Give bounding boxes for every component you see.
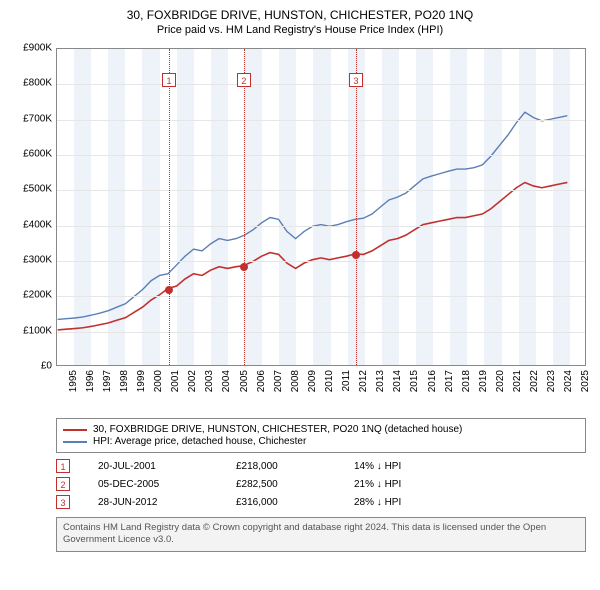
y-axis-label: £500K xyxy=(23,184,52,195)
marker-badge: 2 xyxy=(237,73,251,87)
sale-delta: 28% ↓ HPI xyxy=(354,497,444,508)
x-axis-label: 2014 xyxy=(392,370,403,392)
legend-label: 30, FOXBRIDGE DRIVE, HUNSTON, CHICHESTER… xyxy=(93,424,462,435)
x-axis-label: 2013 xyxy=(375,370,386,392)
series-property xyxy=(58,182,568,329)
y-axis-label: £100K xyxy=(23,325,52,336)
y-axis-label: £600K xyxy=(23,149,52,160)
x-axis-label: 2007 xyxy=(273,370,284,392)
legend-row: HPI: Average price, detached house, Chic… xyxy=(63,436,579,447)
sale-price: £282,500 xyxy=(236,479,326,490)
sale-row: 2 05-DEC-2005 £282,500 21% ↓ HPI xyxy=(56,477,586,491)
sale-dot xyxy=(240,263,248,271)
x-axis-label: 1997 xyxy=(102,370,113,392)
y-axis-label: £900K xyxy=(23,43,52,54)
legend-row: 30, FOXBRIDGE DRIVE, HUNSTON, CHICHESTER… xyxy=(63,424,579,435)
x-axis-label: 2018 xyxy=(461,370,472,392)
marker-line xyxy=(244,49,245,365)
page-subtitle: Price paid vs. HM Land Registry's House … xyxy=(8,24,592,36)
x-axis-label: 2022 xyxy=(529,370,540,392)
x-axis-label: 2004 xyxy=(221,370,232,392)
price-chart: 1 2 3 £0 £100K £200K £300K £400K £500K £600K £700… xyxy=(8,42,592,412)
series-hpi xyxy=(58,112,568,319)
x-axis-label: 2021 xyxy=(512,370,523,392)
sale-price: £218,000 xyxy=(236,461,326,472)
x-axis-label: 2024 xyxy=(563,370,574,392)
x-axis-label: 2012 xyxy=(358,370,369,392)
legend-swatch xyxy=(63,429,87,431)
x-axis-label: 2006 xyxy=(256,370,267,392)
y-axis-label: £300K xyxy=(23,255,52,266)
x-axis-label: 2011 xyxy=(341,370,352,392)
sale-badge: 1 xyxy=(56,459,70,473)
sale-row: 3 28-JUN-2012 £316,000 28% ↓ HPI xyxy=(56,495,586,509)
x-axis-label: 2003 xyxy=(204,370,215,392)
x-axis-label: 2008 xyxy=(290,370,301,392)
marker-line xyxy=(356,49,357,365)
sales-table: 1 20-JUL-2001 £218,000 14% ↓ HPI 2 05-DEC-200… xyxy=(56,459,586,509)
x-axis-label: 2019 xyxy=(478,370,489,392)
sale-price: £316,000 xyxy=(236,497,326,508)
sale-dot xyxy=(352,251,360,259)
x-axis-label: 2001 xyxy=(170,370,181,392)
x-axis-label: 2025 xyxy=(580,370,591,392)
x-axis-label: 2023 xyxy=(546,370,557,392)
plot-area: 1 2 3 xyxy=(56,48,586,366)
sale-dot xyxy=(165,286,173,294)
legend-label: HPI: Average price, detached house, Chic… xyxy=(93,436,306,447)
y-axis-label: £200K xyxy=(23,290,52,301)
attribution-footer: Contains HM Land Registry data © Crown c… xyxy=(56,517,586,552)
x-axis-label: 2002 xyxy=(187,370,198,392)
marker-line xyxy=(169,49,170,365)
sale-badge: 2 xyxy=(56,477,70,491)
y-axis-label: £0 xyxy=(41,361,52,372)
sale-date: 28-JUN-2012 xyxy=(98,497,208,508)
x-axis-label: 2009 xyxy=(307,370,318,392)
x-axis-label: 2017 xyxy=(444,370,455,392)
x-axis-label: 1995 xyxy=(68,370,79,392)
x-axis-label: 2010 xyxy=(324,370,335,392)
legend-box: 30, FOXBRIDGE DRIVE, HUNSTON, CHICHESTER… xyxy=(56,418,586,453)
y-axis-label: £800K xyxy=(23,78,52,89)
x-axis-label: 2005 xyxy=(239,370,250,392)
sale-date: 05-DEC-2005 xyxy=(98,479,208,490)
sale-badge: 3 xyxy=(56,495,70,509)
marker-badge: 1 xyxy=(162,73,176,87)
series-svg xyxy=(57,49,585,365)
sale-row: 1 20-JUL-2001 £218,000 14% ↓ HPI xyxy=(56,459,586,473)
x-axis-label: 1999 xyxy=(136,370,147,392)
x-axis-label: 1996 xyxy=(85,370,96,392)
y-axis-label: £700K xyxy=(23,113,52,124)
x-axis-label: 2020 xyxy=(495,370,506,392)
page-title: 30, FOXBRIDGE DRIVE, HUNSTON, CHICHESTER… xyxy=(8,8,592,22)
sale-delta: 21% ↓ HPI xyxy=(354,479,444,490)
x-axis-label: 2016 xyxy=(427,370,438,392)
legend-swatch xyxy=(63,441,87,443)
sale-date: 20-JUL-2001 xyxy=(98,461,208,472)
y-axis-label: £400K xyxy=(23,219,52,230)
x-axis-label: 2000 xyxy=(153,370,164,392)
marker-badge: 3 xyxy=(349,73,363,87)
x-axis-label: 2015 xyxy=(409,370,420,392)
sale-delta: 14% ↓ HPI xyxy=(354,461,444,472)
x-axis-label: 1998 xyxy=(119,370,130,392)
